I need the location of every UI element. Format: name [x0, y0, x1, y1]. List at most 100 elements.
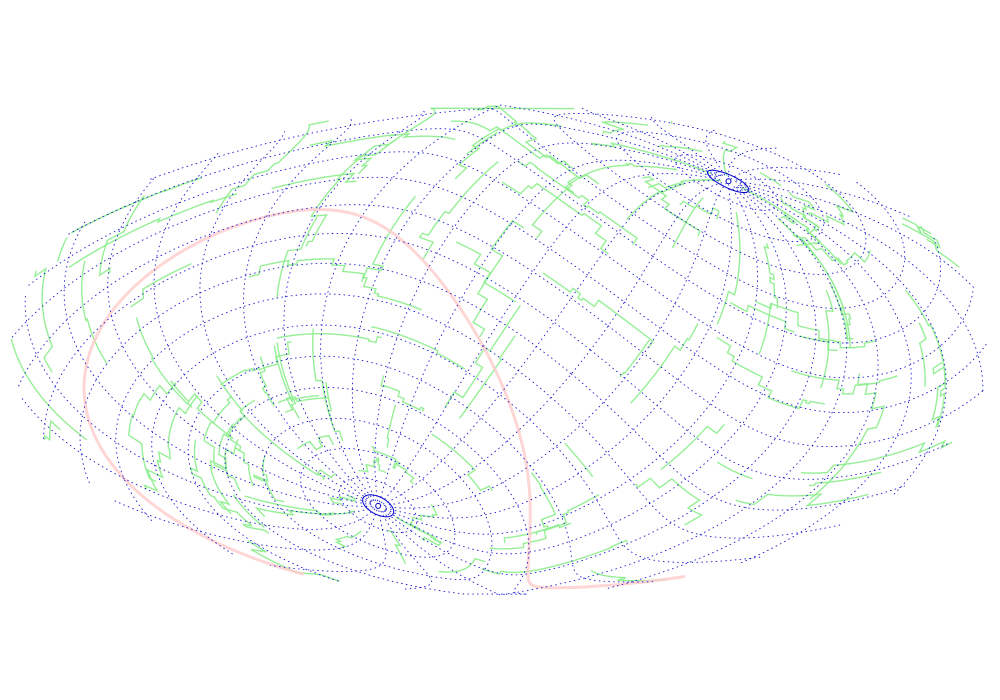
- boundary-segment: [799, 335, 838, 352]
- boundary-segment: [380, 375, 425, 412]
- boundary-segment: [239, 399, 255, 422]
- boundary-segment: [476, 105, 600, 185]
- graticule-meridian: [379, 159, 719, 503]
- boundary-segment: [902, 217, 960, 268]
- galactic-plane-line: [517, 429, 686, 590]
- boundary-segment: [792, 234, 871, 266]
- boundary-segment: [466, 132, 498, 155]
- boundary-segment: [98, 195, 145, 277]
- boundary-segment: [658, 144, 703, 153]
- boundary-segment: [517, 160, 639, 246]
- boundary-segment: [489, 494, 600, 550]
- boundary-segment: [33, 267, 54, 373]
- graticule-meridian: [112, 499, 378, 551]
- graticule-parallel: [607, 325, 984, 448]
- graticule-parallel: [43, 232, 591, 440]
- boundary-segment: [418, 161, 499, 260]
- boundary-segment: [564, 163, 679, 194]
- boundary-segment: [502, 181, 609, 255]
- graticule-meridian: [351, 123, 719, 501]
- boundary-segment: [80, 260, 108, 365]
- graticule-meridian: [107, 177, 372, 506]
- boundary-segment: [716, 461, 753, 480]
- boundary-segment: [170, 380, 234, 439]
- graticule-meridian: [380, 510, 433, 590]
- boundary-segment: [130, 263, 192, 308]
- north-pole-marker: [725, 178, 732, 185]
- graticule-parallel: [652, 237, 942, 344]
- boundary-segment: [590, 142, 712, 175]
- graticule-meridian: [383, 186, 817, 576]
- graticule-meridian: [24, 293, 374, 515]
- graticule-meridian: [736, 182, 984, 392]
- boundary-segment: [309, 133, 456, 148]
- graticule-meridian: [733, 178, 910, 217]
- boundary-segment: [503, 522, 572, 544]
- graticule-parallel: [624, 301, 989, 414]
- graticule-parallel: [262, 417, 493, 581]
- boundary-segment: [808, 471, 882, 487]
- boundary-segment: [431, 433, 493, 492]
- graticule-parallel: [553, 113, 867, 275]
- boundary-segment: [459, 335, 516, 419]
- graticule-meridian: [385, 185, 759, 535]
- boundary-segment: [716, 211, 741, 325]
- galactic-plane: [82, 208, 686, 590]
- graticule-parallel: [529, 419, 762, 563]
- graticule-meridian: [199, 131, 372, 503]
- graticule-meridian: [384, 183, 727, 509]
- boundary-segment: [481, 539, 628, 575]
- graticule-meridian: [243, 118, 372, 502]
- boundary-segment: [297, 434, 334, 451]
- graticule-meridian: [374, 142, 719, 502]
- boundary-segment: [334, 530, 362, 549]
- boundary-segment: [352, 107, 575, 174]
- graticule-parallel: [616, 131, 825, 242]
- boundary-segment: [721, 140, 739, 177]
- graticule-meridian: [283, 109, 425, 502]
- south-pole-marker: [375, 502, 382, 509]
- graticule-meridian: [607, 185, 879, 589]
- boundary-segment: [361, 195, 416, 282]
- boundary-segment: [456, 241, 516, 303]
- boundary-segment: [755, 300, 877, 349]
- graticule-parallel: [664, 181, 906, 309]
- boundary-segment: [758, 303, 772, 355]
- boundary-segment: [316, 468, 336, 480]
- graticule-meridian: [380, 173, 721, 504]
- boundary-segment: [271, 172, 357, 190]
- boundary-segment: [329, 494, 357, 505]
- boundary-segment: [276, 333, 382, 344]
- boundary-segment: [642, 175, 701, 237]
- boundary-segment: [305, 140, 395, 247]
- boundary-segment: [56, 237, 68, 262]
- boundary-segment: [735, 493, 869, 507]
- boundary-segment: [143, 395, 199, 493]
- graticule-meridian: [383, 181, 724, 506]
- graticule-parallel: [187, 355, 508, 582]
- boundary-segment: [371, 326, 465, 370]
- boundary-segment: [277, 396, 329, 404]
- boundary-segment: [635, 477, 704, 526]
- boundary-segment: [918, 322, 927, 387]
- graticule-parallel: [79, 262, 572, 484]
- boundary-segment: [276, 342, 300, 419]
- boundary-segment: [273, 345, 293, 403]
- boundary-segment: [777, 217, 854, 340]
- boundary-segment: [626, 183, 685, 220]
- boundary-segment: [247, 540, 340, 582]
- boundary-segment: [358, 457, 387, 474]
- boundary-segment: [672, 197, 704, 249]
- boundary-segment: [647, 179, 722, 189]
- boundary-segment: [387, 530, 406, 564]
- graticule-parallel: [11, 176, 625, 338]
- boundary-segment: [791, 370, 898, 395]
- graticule-meridian: [735, 181, 974, 288]
- graticule-meridian: [730, 167, 840, 180]
- boundary-segment: [232, 494, 265, 528]
- boundary-segment: [395, 516, 441, 544]
- boundary-segment: [542, 272, 654, 348]
- graticule-parallel: [638, 278, 974, 379]
